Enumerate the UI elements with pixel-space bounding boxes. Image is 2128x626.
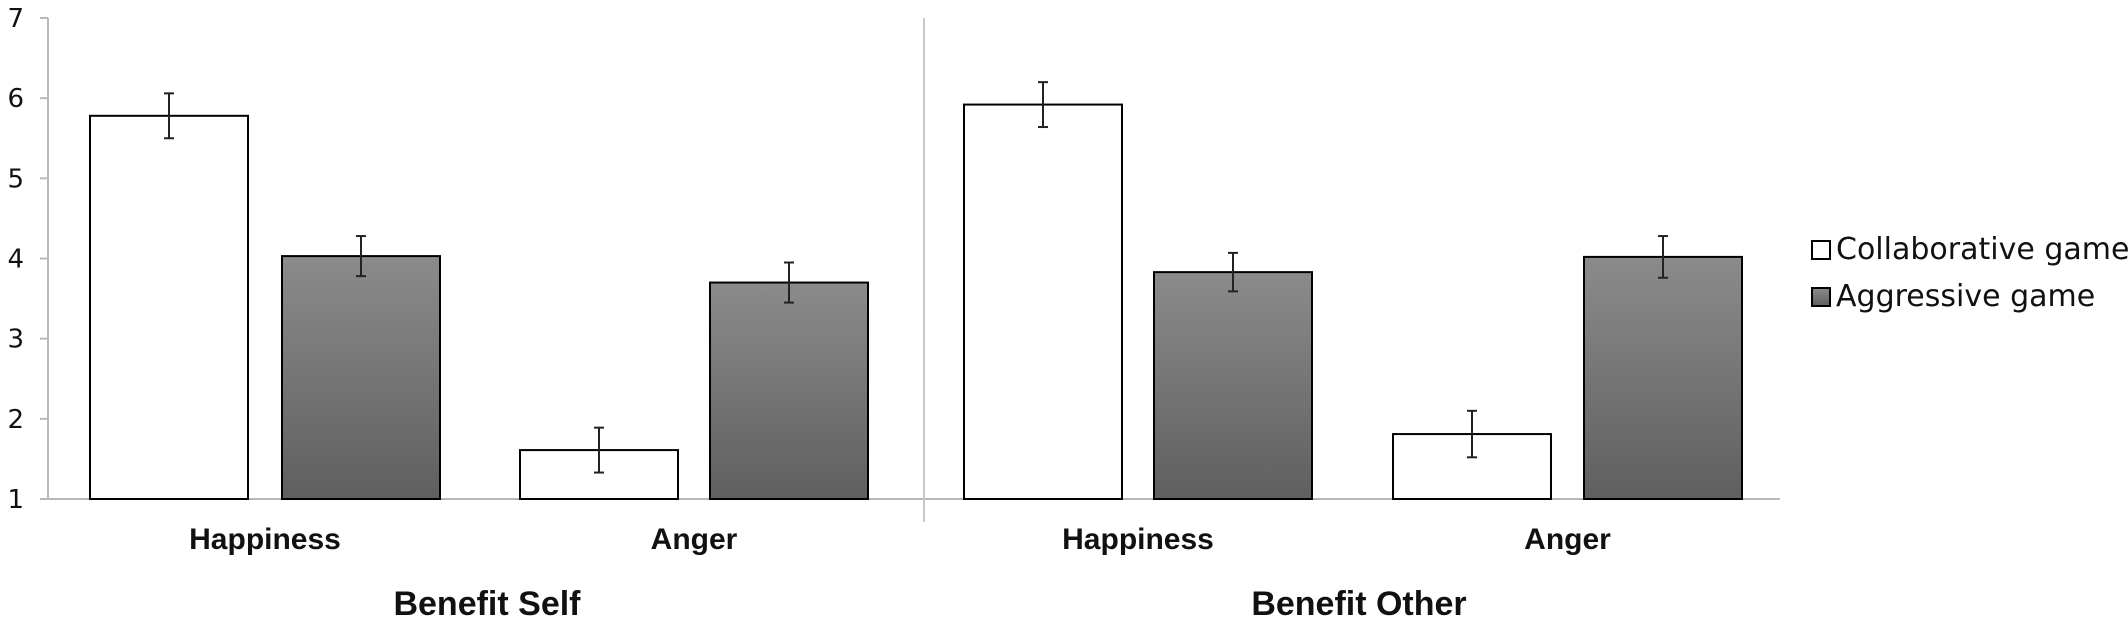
y-tick-label: 2 [7,405,24,435]
category-label-anger: Anger [651,523,738,556]
legend-item-aggressive-game-swatch [1811,287,1831,307]
error-bars-layer [164,81,1668,474]
y-tick-label: 1 [7,485,24,515]
aggressive-bar-happiness-benefit-other [1153,271,1313,500]
aggressive-bar-happiness-benefit-self [281,255,441,500]
y-tick-label: 4 [7,245,24,275]
legend-item-collaborative-game-swatch [1811,240,1831,260]
category-label-anger: Anger [1524,523,1611,556]
y-tick-label: 3 [7,325,24,355]
collaborative-bar-happiness-benefit-self [89,114,249,500]
collaborative-bar-happiness-benefit-other [963,103,1123,501]
y-tick-label: 7 [7,4,24,34]
category-label-happiness: Happiness [189,523,341,556]
group-label-benefit-other: Benefit Other [1251,585,1466,623]
bars-layer [89,103,1743,501]
legend-item-collaborative-game-label: Collaborative game [1836,232,2128,267]
y-tick-label: 6 [7,84,24,114]
text-layer: 1 2 3 4 5 6 7 Happiness Anger Benefit Self Happine… [7,4,1611,623]
category-label-happiness: Happiness [1062,523,1214,556]
aggressive-bar-anger-benefit-other [1583,255,1743,500]
legend: Collaborative game Aggressive game [1811,232,2128,314]
aggressive-bar-anger-benefit-self [709,281,869,500]
legend-item-aggressive-game-label: Aggressive game [1836,279,2095,314]
group-label-benefit-self: Benefit Self [393,585,581,623]
y-tick-label: 5 [7,164,24,194]
